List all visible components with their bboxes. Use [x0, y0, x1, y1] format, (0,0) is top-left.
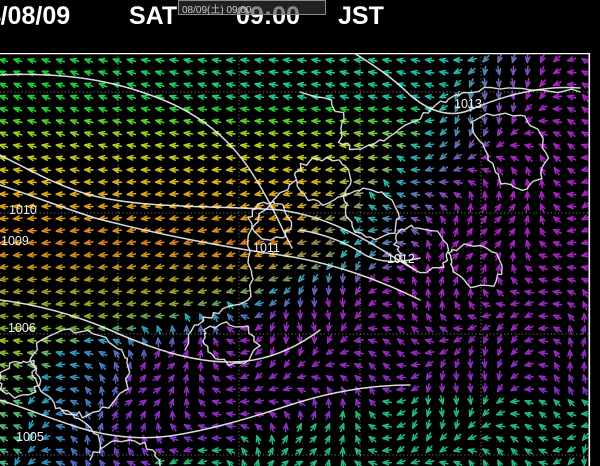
svg-text:1010: 1010: [9, 203, 37, 217]
svg-text:1012: 1012: [387, 252, 415, 266]
svg-text:1009: 1009: [1, 234, 29, 248]
svg-text:1006: 1006: [8, 321, 36, 335]
svg-text:1005: 1005: [16, 430, 44, 444]
svg-text:1011: 1011: [253, 241, 280, 255]
svg-text:1013: 1013: [454, 97, 482, 111]
